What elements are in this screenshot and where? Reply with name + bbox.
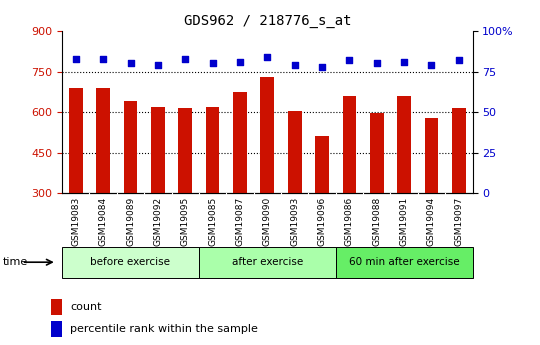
Point xyxy=(235,59,244,65)
Text: percentile rank within the sample: percentile rank within the sample xyxy=(70,324,258,334)
Bar xyxy=(424,118,438,193)
Bar xyxy=(206,107,219,193)
Text: GSM19083: GSM19083 xyxy=(71,197,80,246)
Bar xyxy=(397,96,411,193)
Point xyxy=(373,61,381,66)
Text: GDS962 / 218776_s_at: GDS962 / 218776_s_at xyxy=(184,14,351,28)
Text: count: count xyxy=(70,302,102,312)
Text: GSM19094: GSM19094 xyxy=(427,197,436,246)
Text: GSM19084: GSM19084 xyxy=(99,197,107,246)
Text: GSM19087: GSM19087 xyxy=(235,197,245,246)
Point xyxy=(126,61,135,66)
Bar xyxy=(315,136,329,193)
Text: GSM19096: GSM19096 xyxy=(318,197,327,246)
Point xyxy=(400,59,408,65)
Point xyxy=(181,56,190,61)
Bar xyxy=(233,92,247,193)
Point xyxy=(345,58,354,63)
Bar xyxy=(199,247,336,278)
Point xyxy=(291,62,299,68)
Bar xyxy=(124,101,137,193)
Bar xyxy=(260,77,274,193)
Bar xyxy=(151,107,165,193)
Text: GSM19093: GSM19093 xyxy=(290,197,299,246)
Point xyxy=(427,62,436,68)
Text: GSM19089: GSM19089 xyxy=(126,197,135,246)
Text: GSM19088: GSM19088 xyxy=(372,197,381,246)
Point xyxy=(71,56,80,61)
Bar xyxy=(336,247,472,278)
Point xyxy=(208,61,217,66)
Bar xyxy=(51,321,62,337)
Text: GSM19086: GSM19086 xyxy=(345,197,354,246)
Point xyxy=(153,62,162,68)
Text: GSM19085: GSM19085 xyxy=(208,197,217,246)
Text: GSM19091: GSM19091 xyxy=(400,197,409,246)
Text: GSM19097: GSM19097 xyxy=(454,197,463,246)
Point xyxy=(455,58,463,63)
Text: time: time xyxy=(3,257,28,267)
Point xyxy=(263,54,272,60)
Text: GSM19095: GSM19095 xyxy=(181,197,190,246)
Text: before exercise: before exercise xyxy=(91,257,171,267)
Bar xyxy=(62,247,199,278)
Text: 60 min after exercise: 60 min after exercise xyxy=(349,257,460,267)
Text: after exercise: after exercise xyxy=(232,257,303,267)
Text: GSM19092: GSM19092 xyxy=(153,197,163,246)
Bar xyxy=(452,108,465,193)
Point xyxy=(318,64,326,69)
Bar xyxy=(342,96,356,193)
Point xyxy=(99,56,107,61)
Bar xyxy=(288,111,301,193)
Bar xyxy=(69,88,83,193)
Text: GSM19090: GSM19090 xyxy=(263,197,272,246)
Bar xyxy=(178,108,192,193)
Bar xyxy=(51,299,62,315)
Bar xyxy=(370,114,383,193)
Bar xyxy=(96,88,110,193)
